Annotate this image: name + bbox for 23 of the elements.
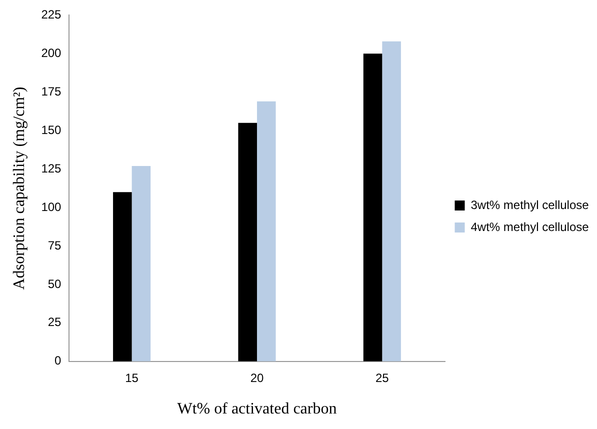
bar [256,101,276,362]
bar [238,122,257,362]
bar [382,41,401,362]
y-tick-label: 200 [41,46,62,60]
x-tick-label: 20 [250,370,264,385]
x-tick-label: 15 [125,370,139,385]
y-tick-label: 125 [41,161,62,176]
y-tick-label: 75 [48,238,62,252]
bar [113,192,132,362]
legend-label: 3wt% methyl cellulose [470,198,590,212]
bar [363,54,382,362]
y-tick-label: 150 [41,122,62,137]
bar [132,166,151,362]
y-tick-label: 175 [41,84,62,98]
y-tick-label: 25 [48,315,62,330]
x-axis-title: Wt% of activated carbon [177,400,337,418]
y-tick-label: 100 [41,200,62,214]
y-tick-label: 225 [41,8,62,22]
y-tick-label: 50 [48,276,62,291]
legend-label: 4wt% methyl cellulose [470,220,590,234]
y-tick-label: 0 [54,354,62,368]
x-tick-label: 25 [375,370,390,385]
y-axis-title: Adsorption capability (mg/cm²) [10,86,28,290]
